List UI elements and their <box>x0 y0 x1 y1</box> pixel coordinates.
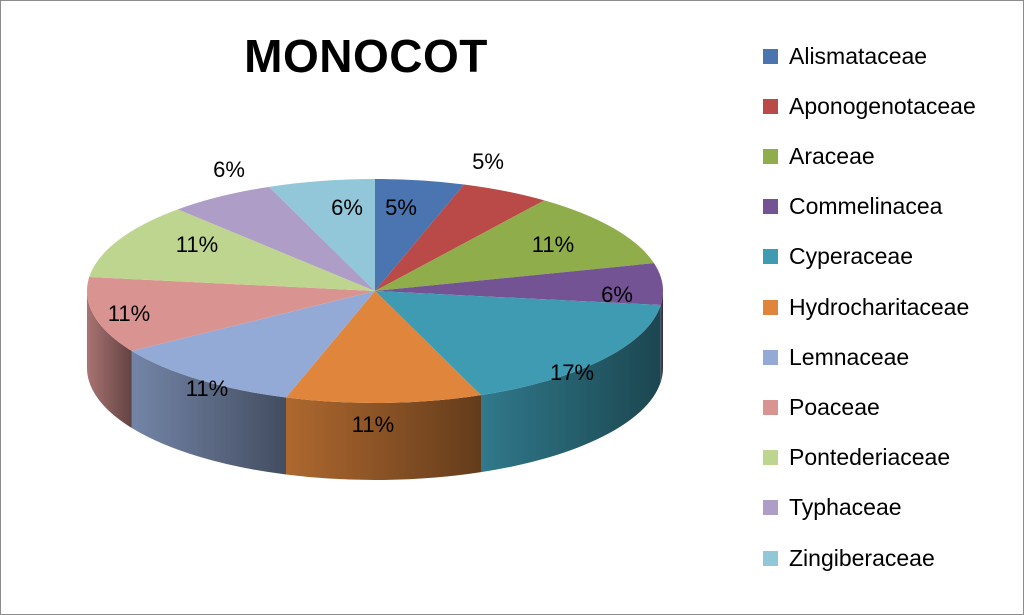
legend-item-commelinacea: Commelinacea <box>763 192 942 222</box>
legend-item-poaceae: Poaceae <box>763 392 880 422</box>
data-label-lemnaceae: 11% <box>186 376 228 401</box>
legend-swatch <box>763 148 778 164</box>
legend-label: Hydrocharitaceae <box>789 293 970 320</box>
legend-label: Cyperaceae <box>789 243 914 270</box>
pie-side-hydrocharitaceae <box>286 395 482 480</box>
legend-swatch <box>763 299 778 315</box>
data-label-pontederiaceae: 11% <box>176 232 218 257</box>
pie-slice-zingiberaceae <box>268 179 375 291</box>
data-label-commelinacea: 6% <box>601 282 633 307</box>
chart-title: MONOCOT <box>244 30 488 82</box>
pie-slice-pontederiaceae <box>89 209 375 291</box>
legend-swatch <box>763 98 778 114</box>
legend-item-pontederiaceae: Pontederiaceae <box>763 443 950 473</box>
data-label-alismataceae: 5% <box>385 195 417 220</box>
pie-slice-hydrocharitaceae <box>286 291 482 404</box>
legend-label: Typhaceae <box>789 494 902 521</box>
legend-item-cyperaceae: Cyperaceae <box>763 242 913 272</box>
data-label-cyperaceae: 17% <box>550 360 594 385</box>
legend-swatch <box>763 349 778 365</box>
legend-swatch <box>763 450 778 466</box>
legend-label: Alismataceae <box>789 42 928 69</box>
data-label-zingiberaceae: 6% <box>331 195 363 220</box>
pie-side-cyperaceae <box>481 305 661 473</box>
legend-swatch <box>763 199 778 215</box>
pie-side-commelinacea <box>660 291 663 383</box>
pie-slice-lemnaceae <box>131 291 375 398</box>
legend-swatch <box>763 249 778 265</box>
pie-slice-poaceae <box>86 276 375 352</box>
pie-slice-commelinacea <box>375 263 663 306</box>
legend-swatch <box>763 48 778 64</box>
legend-swatch <box>763 500 778 516</box>
pie-slice-araceae <box>375 200 654 291</box>
legend-label: Poaceae <box>789 393 880 420</box>
legend-item-araceae: Araceae <box>763 141 875 171</box>
data-label-hydrocharitaceae: 11% <box>352 412 394 437</box>
data-label-poaceae: 11% <box>108 301 150 326</box>
pie-side-lemnaceae <box>131 351 287 475</box>
pie-sides <box>87 291 663 480</box>
data-label-typhaceae: 6% <box>213 157 245 182</box>
legend-item-aponogenotaceae: Aponogenotaceae <box>763 91 976 121</box>
pie-slice-aponogenotaceae <box>375 184 545 291</box>
data-label-araceae: 11% <box>532 232 574 257</box>
legend-label: Lemnaceae <box>789 343 910 370</box>
legend-swatch <box>763 550 778 566</box>
pie-slice-alismataceae <box>375 179 464 291</box>
pie-slice-typhaceae <box>177 186 375 291</box>
legend-label: Zingiberaceae <box>789 544 935 571</box>
pie-data-labels: 5% 5% 11% 6% 17% 11% 11% 11% 11% 6% 6% <box>108 149 633 437</box>
pie-side-poaceae <box>87 291 132 429</box>
legend-item-hydrocharitaceae: Hydrocharitaceae <box>763 292 969 322</box>
legend-item-lemnaceae: Lemnaceae <box>763 342 909 372</box>
legend-item-zingiberaceae: Zingiberaceae <box>763 543 935 573</box>
pie-tops <box>86 179 663 404</box>
legend-swatch <box>763 399 778 415</box>
legend-item-alismataceae: Alismataceae <box>763 41 927 71</box>
legend-label: Araceae <box>789 142 875 169</box>
pie-slice-cyperaceae <box>375 291 661 396</box>
legend-label: Pontederiaceae <box>789 444 951 471</box>
legend-label: Aponogenotaceae <box>789 92 976 119</box>
legend-label: Commelinacea <box>789 193 943 220</box>
data-label-aponogenotaceae: 5% <box>472 149 504 174</box>
legend-item-typhaceae: Typhaceae <box>763 493 902 523</box>
